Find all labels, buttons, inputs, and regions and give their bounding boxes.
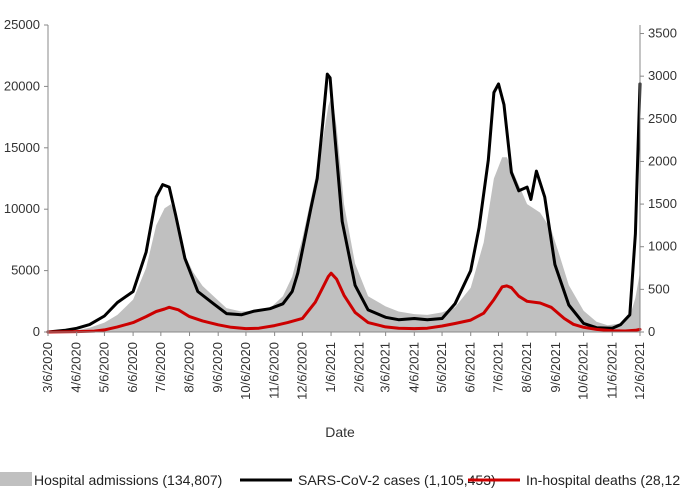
- ticks-layer: 0 5000 10000 15000 20000 25000 0 500 1000 1500 200…: [4, 17, 677, 400]
- x-tick-label: 12/6/2020: [294, 342, 309, 400]
- x-tick-label: 6/6/2020: [125, 342, 140, 393]
- y-left-tick-label: 15000: [4, 140, 40, 155]
- y-right-tick-label: 500: [648, 281, 670, 296]
- x-tick-label: 8/6/2021: [519, 342, 534, 393]
- legend-label: Hospital admissions (134,807): [34, 472, 222, 488]
- x-tick-label: 9/6/2021: [548, 342, 563, 393]
- x-tick-label: 5/6/2020: [96, 342, 111, 393]
- y-left-tick-label: 10000: [4, 201, 40, 216]
- x-tick-label: 1/6/2021: [323, 342, 338, 393]
- x-tick-label: 12/6/2021: [632, 342, 647, 400]
- y-right-tick-label: 1000: [648, 239, 677, 254]
- x-tick-label: 6/6/2021: [463, 342, 478, 393]
- series-layer: [46, 72, 642, 334]
- x-tick-label: 4/6/2021: [406, 342, 421, 393]
- x-tick-label: 10/6/2021: [576, 342, 591, 400]
- x-tick-label: 4/6/2020: [69, 342, 84, 393]
- x-tick-label: 5/6/2021: [434, 342, 449, 393]
- legend-swatch: [0, 472, 32, 486]
- x-tick-label: 7/6/2020: [153, 342, 168, 393]
- x-tick-label: 9/6/2020: [210, 342, 225, 393]
- x-axis-title: Date: [325, 424, 355, 440]
- x-tick-label: 3/6/2021: [378, 342, 393, 393]
- y-right-tick-label: 0: [648, 324, 655, 339]
- y-left-tick-label: 0: [33, 324, 40, 339]
- y-left-tick-label: 20000: [4, 78, 40, 93]
- x-tick-label: 7/6/2021: [490, 342, 505, 393]
- y-left-tick-label: 25000: [4, 17, 40, 32]
- legend-label: SARS-CoV-2 cases (1,105,453): [298, 472, 496, 488]
- x-tick-label: 2/6/2021: [352, 342, 367, 393]
- legend-label: In-hospital deaths (28,12: [526, 472, 680, 488]
- y-right-tick-label: 2000: [648, 153, 677, 168]
- series-area-hospital-admissions: [48, 94, 640, 333]
- x-tick-label: 11/6/2020: [267, 342, 282, 399]
- y-right-tick-label: 1500: [648, 196, 677, 211]
- x-tick-label: 8/6/2020: [182, 342, 197, 393]
- legend-item-deaths: In-hospital deaths (28,12: [468, 472, 680, 488]
- series-line-deaths: [46, 271, 642, 334]
- legend-item-cases: SARS-CoV-2 cases (1,105,453): [240, 472, 496, 488]
- y-right-tick-label: 3500: [648, 26, 677, 41]
- legend: Hospital admissions (134,807) SARS-CoV-2 …: [0, 472, 680, 488]
- x-tick-label: 11/6/2021: [604, 342, 619, 399]
- y-left-tick-label: 5000: [11, 263, 40, 278]
- series-line-cases: [46, 72, 642, 334]
- y-right-tick-label: 3000: [648, 68, 677, 83]
- y-right-tick-label: 2500: [648, 111, 677, 126]
- legend-item-hospital-admissions: Hospital admissions (134,807): [0, 472, 222, 488]
- x-tick-label: 3/6/2020: [40, 342, 55, 393]
- x-tick-label: 10/6/2020: [238, 342, 253, 400]
